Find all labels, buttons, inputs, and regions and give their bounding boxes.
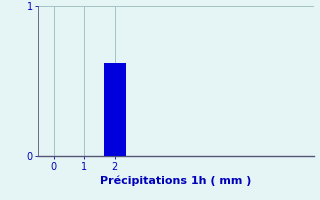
Bar [104,63,125,156]
X-axis label: Précipitations 1h ( mm ): Précipitations 1h ( mm ) [100,176,252,186]
